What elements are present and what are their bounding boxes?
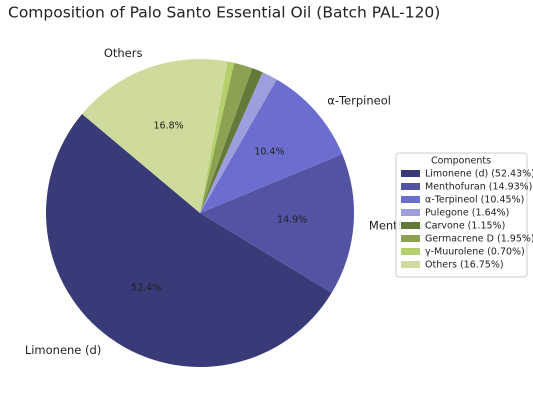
legend-swatch bbox=[401, 170, 420, 177]
legend-label: Pulegone (1.64%) bbox=[425, 208, 509, 219]
pie-slice bbox=[200, 61, 235, 213]
pie-slice bbox=[200, 62, 253, 214]
legend-label: Limonene (d) (52.43%) bbox=[425, 169, 533, 180]
legend-box bbox=[395, 152, 528, 278]
slice-label: α-Terpineol bbox=[327, 94, 391, 108]
legend-label: Menthofuran (14.93%) bbox=[425, 182, 532, 193]
slice-label: Others bbox=[104, 46, 143, 60]
slice-percent-label: 52.4% bbox=[131, 283, 161, 294]
slice-label: Limonene (d) bbox=[25, 343, 102, 357]
pie-slice bbox=[200, 79, 343, 213]
legend-swatch bbox=[401, 261, 420, 268]
pie-slice bbox=[200, 68, 263, 214]
pie-slice bbox=[82, 59, 228, 213]
legend-swatch bbox=[401, 222, 420, 229]
legend-label: α-Terpineol (10.45%) bbox=[425, 195, 524, 206]
pie-slice bbox=[45, 114, 332, 368]
pie: 52.4%Limonene (d)14.9%Menthofuran10.4%α-… bbox=[25, 46, 442, 368]
legend-swatch bbox=[401, 196, 420, 203]
chart-title: Composition of Palo Santo Essential Oil … bbox=[8, 4, 440, 22]
legend-label: Germacrene D (1.95%) bbox=[425, 234, 533, 245]
pie-slice bbox=[200, 72, 277, 213]
legend-title: Components bbox=[431, 156, 491, 167]
legend-label: Others (16.75%) bbox=[425, 260, 504, 271]
legend-swatch bbox=[401, 183, 420, 190]
legend: Components Limonene (d) (52.43%) Menthofur… bbox=[395, 152, 533, 278]
legend-label: γ-Muurolene (0.70%) bbox=[425, 247, 525, 258]
pie-slice bbox=[200, 154, 354, 293]
slice-percent-label: 16.8% bbox=[154, 121, 184, 132]
legend-label: Carvone (1.15%) bbox=[425, 221, 505, 232]
legend-swatch bbox=[401, 235, 420, 242]
legend-swatch bbox=[401, 248, 420, 255]
slice-percent-label: 10.4% bbox=[254, 147, 284, 158]
slice-percent-label: 14.9% bbox=[277, 215, 307, 226]
legend-swatch bbox=[401, 209, 420, 216]
